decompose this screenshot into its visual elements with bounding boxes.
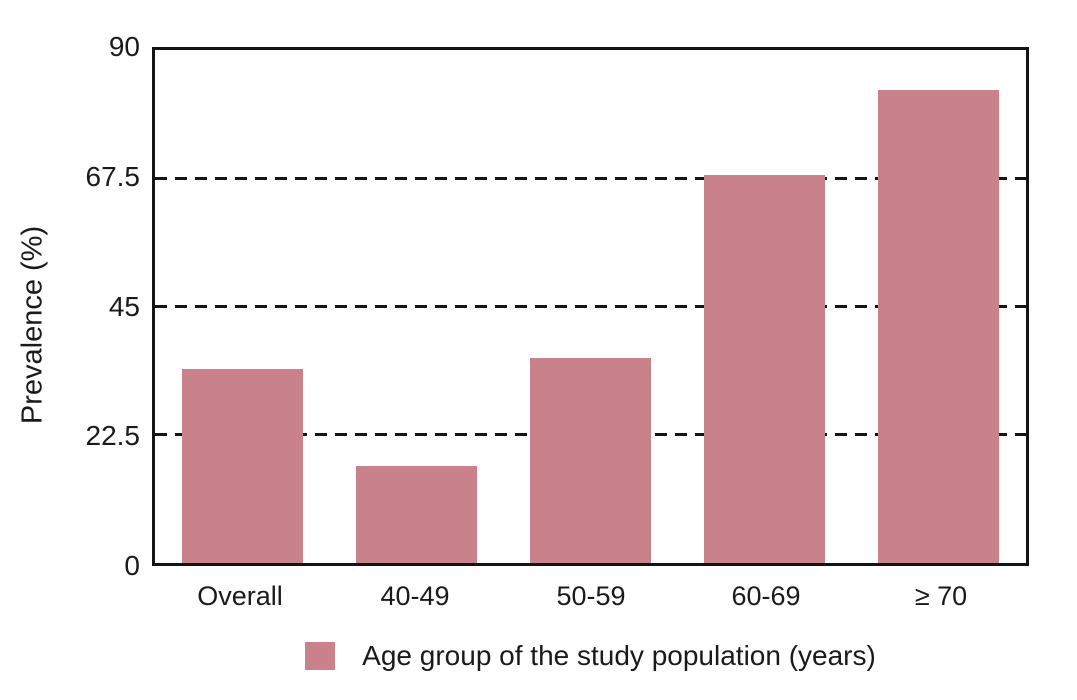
x-tick-label: Overall — [197, 581, 283, 611]
legend-swatch — [305, 642, 336, 670]
x-tick-label: 40-49 — [380, 581, 450, 611]
gridline — [155, 305, 1026, 308]
y-tick-label: 22.5 — [85, 420, 141, 452]
x-tick-label: 50-59 — [556, 581, 626, 611]
legend: Age group of the study population (years… — [152, 640, 1029, 672]
bar-≥ 70 — [878, 90, 999, 563]
y-tick-label: 45 — [108, 290, 140, 322]
bar-60-69 — [704, 175, 825, 563]
x-axis-tick-labels: Overall 40-49 50-59 60-69 ≥ 70 — [152, 580, 1029, 622]
y-tick-label: 67.5 — [85, 160, 141, 192]
bars-layer — [155, 50, 1026, 563]
bar-Overall — [182, 369, 303, 563]
x-tick-label: 60-69 — [731, 581, 801, 611]
y-axis-tick-labels: 90 67.5 45 22.5 0 — [0, 33, 141, 580]
legend-label: Age group of the study population (years… — [362, 640, 876, 671]
plot-area — [152, 47, 1029, 566]
bar-40-49 — [356, 466, 477, 563]
gridline — [155, 176, 1026, 180]
x-tick-label: ≥ 70 — [914, 581, 968, 611]
y-tick-label: 90 — [108, 31, 140, 62]
y-tick-label: 0 — [124, 550, 140, 581]
bar-50-59 — [530, 358, 651, 563]
